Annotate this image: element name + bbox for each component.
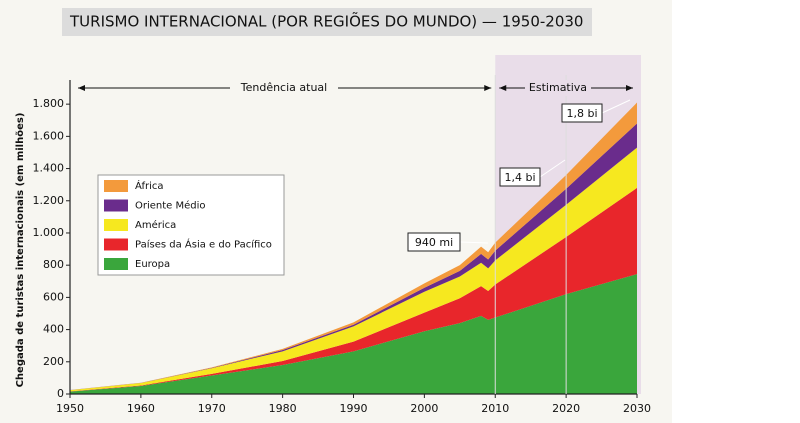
- legend-swatch: [104, 219, 128, 231]
- annotation: Estimativa: [529, 81, 587, 94]
- annotation: 1,8 bi: [566, 107, 597, 120]
- legend-swatch: [104, 180, 128, 192]
- x-tick-label: 1960: [127, 402, 155, 415]
- x-tick-label: 2000: [410, 402, 438, 415]
- legend-label: América: [135, 219, 176, 231]
- title-band: [62, 8, 592, 36]
- y-tick-label: 1.600: [33, 129, 65, 142]
- chart-title: TURISMO INTERNACIONAL (POR REGIÕES DO MU…: [69, 12, 583, 31]
- y-tick-label: 800: [43, 258, 64, 271]
- annotation-bg: [525, 80, 591, 96]
- legend-label: Oriente Médio: [135, 200, 206, 212]
- y-tick-label: 0: [57, 387, 64, 400]
- y-tick-label: 400: [43, 323, 64, 336]
- legend-swatch: [104, 238, 128, 251]
- x-tick-label: 1970: [198, 402, 226, 415]
- x-tick-label: 2020: [552, 402, 580, 415]
- arrow-head: [499, 85, 507, 91]
- legend-label: África: [135, 179, 164, 192]
- annotation-bg: [230, 80, 338, 96]
- arrow-head: [484, 85, 492, 91]
- callout-box: [499, 167, 541, 187]
- x-tick-label: 2010: [481, 402, 509, 415]
- callout-line: [459, 241, 489, 244]
- x-tick-label: 1950: [56, 402, 84, 415]
- annotation: Tendência atual: [240, 81, 327, 94]
- legend-swatch: [104, 258, 128, 270]
- annotation: 940 mi: [415, 236, 453, 249]
- callout-line: [601, 99, 631, 114]
- legend-swatch: [104, 199, 128, 212]
- arrow-head: [78, 85, 85, 91]
- x-tick-label: 2030: [623, 402, 651, 415]
- annotation: 1,4 bi: [504, 171, 535, 184]
- x-tick-label: 1990: [340, 402, 368, 415]
- y-tick-label: 1.400: [33, 162, 65, 175]
- callout-box: [561, 103, 603, 123]
- legend-label: Europa: [135, 259, 170, 270]
- callout-box: [407, 232, 461, 252]
- legend-label: Países da Ásia e do Pacífico: [135, 238, 272, 251]
- y-tick-label: 600: [43, 290, 64, 303]
- y-tick-label: 1.200: [33, 194, 65, 207]
- legend-box: [97, 174, 285, 276]
- area: [70, 187, 637, 392]
- arrow-head: [626, 85, 633, 91]
- y-tick-label: 1.000: [33, 226, 65, 239]
- y-axis-label: Chegada de turistas internacionais (em m…: [15, 113, 26, 388]
- y-tick-label: 200: [43, 355, 64, 368]
- callout-line: [539, 159, 566, 178]
- x-tick-label: 1980: [269, 402, 297, 415]
- y-tick-label: 1.800: [33, 97, 65, 110]
